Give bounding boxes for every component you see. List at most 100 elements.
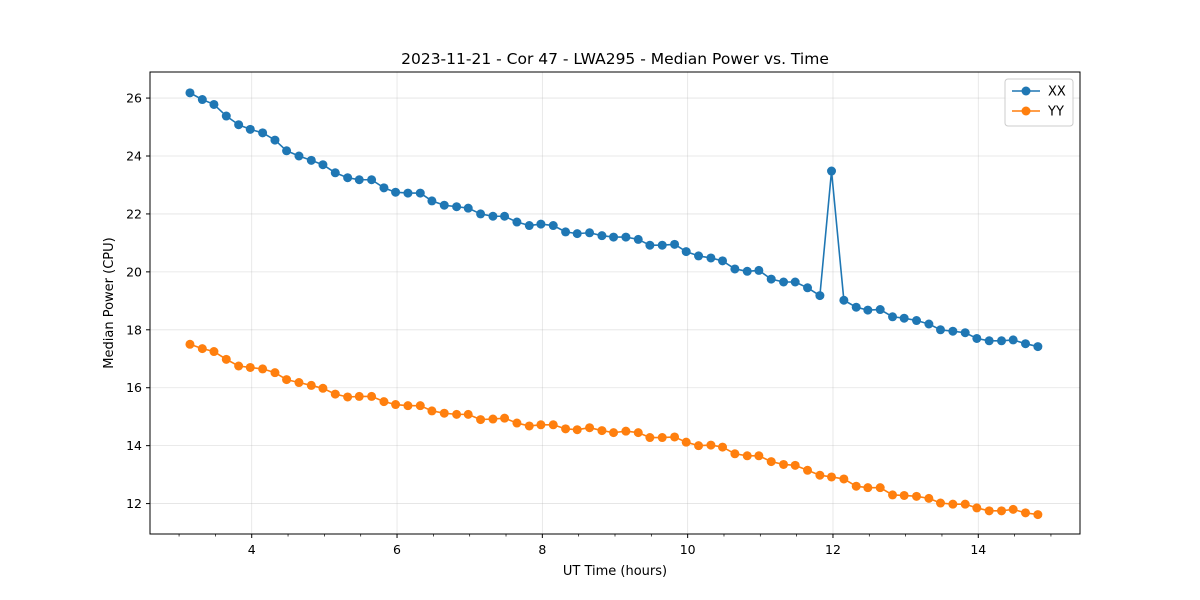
data-point xyxy=(367,175,377,185)
data-point xyxy=(984,336,994,346)
data-point xyxy=(681,247,691,257)
data-point xyxy=(742,266,752,276)
data-point xyxy=(609,428,619,438)
data-point xyxy=(379,397,389,407)
data-point xyxy=(815,291,825,301)
data-point xyxy=(343,173,353,183)
data-point xyxy=(609,232,619,242)
data-point xyxy=(561,424,571,434)
data-point xyxy=(221,111,231,121)
data-point xyxy=(657,240,667,250)
data-point xyxy=(899,490,909,500)
legend-marker xyxy=(1021,86,1031,96)
data-point xyxy=(391,187,401,197)
data-point xyxy=(209,99,219,109)
data-point xyxy=(197,95,207,105)
data-point xyxy=(488,211,498,221)
data-point xyxy=(718,442,728,452)
data-point xyxy=(185,88,195,98)
data-point xyxy=(827,472,837,482)
y-tick-label: 12 xyxy=(126,496,142,511)
data-point xyxy=(888,490,898,500)
plot-series xyxy=(185,88,1043,520)
data-point xyxy=(730,264,740,274)
data-point xyxy=(463,409,473,419)
data-point xyxy=(572,425,582,435)
data-point xyxy=(730,449,740,459)
data-point xyxy=(391,400,401,410)
x-axis-label: UT Time (hours) xyxy=(563,564,667,579)
x-tick-label: 6 xyxy=(393,542,401,557)
data-point xyxy=(1021,508,1031,518)
data-point xyxy=(960,328,970,338)
axes: 4 6 8 10 12 14 12 14 16 18 20 22 24 26 xyxy=(126,91,1052,557)
data-point xyxy=(657,433,667,443)
data-point xyxy=(899,313,909,323)
data-point xyxy=(912,316,922,326)
data-point xyxy=(524,421,534,431)
y-tick-label: 24 xyxy=(126,149,142,164)
data-point xyxy=(585,228,595,238)
data-point xyxy=(984,506,994,516)
data-point xyxy=(354,391,364,401)
data-point xyxy=(766,274,776,284)
data-point xyxy=(452,202,462,212)
data-point xyxy=(694,251,704,261)
data-point xyxy=(488,414,498,424)
data-point xyxy=(379,183,389,193)
y-tick-label: 22 xyxy=(126,206,142,221)
data-point xyxy=(779,459,789,469)
y-tick-label: 18 xyxy=(126,322,142,337)
y-axis-label: Median Power (CPU) xyxy=(102,237,117,368)
x-tick-label: 10 xyxy=(680,542,696,557)
data-point xyxy=(270,135,280,145)
data-point xyxy=(754,265,764,275)
data-point xyxy=(572,229,582,239)
data-point xyxy=(463,203,473,213)
x-tick-label: 14 xyxy=(970,542,986,557)
data-point xyxy=(185,339,195,349)
data-point xyxy=(427,406,437,416)
data-point xyxy=(888,312,898,322)
data-point xyxy=(403,188,413,198)
data-point xyxy=(1008,335,1018,345)
series-line-xx xyxy=(189,92,1039,348)
data-point xyxy=(863,305,873,315)
data-point xyxy=(790,277,800,287)
legend-label: XX xyxy=(1048,85,1066,100)
data-point xyxy=(415,188,425,198)
data-point xyxy=(354,175,364,185)
data-point xyxy=(790,460,800,470)
data-point xyxy=(294,378,304,388)
data-point xyxy=(948,326,958,336)
data-point xyxy=(536,219,546,229)
data-point xyxy=(936,498,945,508)
data-point xyxy=(197,344,207,354)
data-point xyxy=(597,426,607,436)
data-point xyxy=(245,362,255,372)
data-point xyxy=(270,368,280,378)
data-point xyxy=(306,155,316,165)
data-point xyxy=(997,506,1007,516)
data-point xyxy=(367,391,377,401)
x-tick-label: 12 xyxy=(825,542,841,557)
data-point xyxy=(621,232,631,242)
legend: XX YY xyxy=(1004,78,1074,127)
data-point xyxy=(839,474,849,484)
plot-frame xyxy=(149,71,1081,535)
data-point xyxy=(645,433,655,443)
data-point xyxy=(536,420,546,430)
data-point xyxy=(633,234,643,244)
data-point xyxy=(318,160,328,170)
data-point xyxy=(439,408,449,418)
data-point xyxy=(803,283,813,293)
data-point xyxy=(585,423,595,433)
data-point xyxy=(827,166,837,176)
legend-marker xyxy=(1021,106,1031,116)
data-point xyxy=(718,256,728,266)
data-point xyxy=(548,420,558,430)
data-point xyxy=(512,418,522,428)
data-point xyxy=(670,432,680,442)
y-tick-label: 20 xyxy=(126,264,142,279)
data-point xyxy=(924,319,934,329)
